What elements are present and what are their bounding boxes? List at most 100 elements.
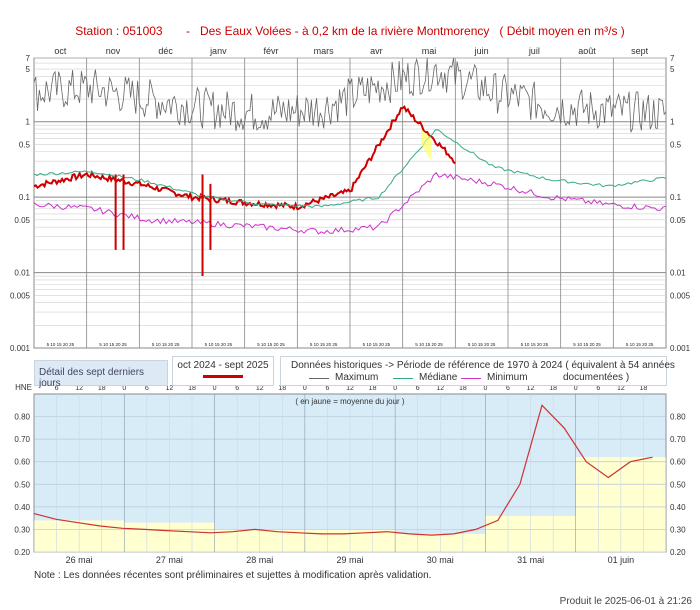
bottom-y-label-right: 0.60 — [670, 458, 686, 467]
hour-tick-label: 12 — [527, 385, 535, 392]
hne-label: HNE — [15, 383, 32, 392]
hour-tick-label: 6 — [55, 385, 59, 392]
hour-tick-label: 0 — [574, 385, 578, 392]
legend-median-swatch — [393, 378, 413, 379]
bottom-y-label-left: 0.70 — [14, 435, 30, 444]
top-day-ticks: 5 10 15 20 25 — [573, 342, 601, 347]
bottom-day-label: 01 juin — [608, 555, 635, 565]
hour-tick-label: 18 — [549, 385, 557, 392]
hour-tick-label: 18 — [278, 385, 286, 392]
top-y-label-right: 0.01 — [670, 269, 686, 278]
bottom-y-label-right: 0.80 — [670, 413, 686, 422]
top-y-label-left: 5 — [26, 65, 31, 74]
top-day-ticks: 5 10 15 20 25 — [310, 342, 338, 347]
series-median — [33, 129, 667, 209]
bottom-y-label-left: 0.30 — [14, 525, 30, 534]
top-month-label: mars — [314, 46, 334, 56]
top-y-label-right: 1 — [670, 118, 675, 127]
series-current — [33, 105, 456, 211]
top-y-label-left: 0.5 — [19, 140, 31, 149]
hour-tick-label: 12 — [436, 385, 444, 392]
top-y-label-left: 0.001 — [10, 344, 31, 353]
top-y-label-right: 0.5 — [670, 140, 682, 149]
bottom-day-label: 27 mai — [156, 555, 183, 565]
bottom-day-label: 31 mai — [517, 555, 544, 565]
legend-detail-box: Détail des sept derniers jours — [34, 360, 168, 389]
legend-documented-label: documentées ) — [563, 372, 630, 383]
bottom-day-label: 30 mai — [427, 555, 454, 565]
hour-tick-label: 18 — [640, 385, 648, 392]
top-day-ticks: 5 10 15 20 25 — [363, 342, 391, 347]
top-y-label-left: 0.01 — [14, 269, 30, 278]
hour-tick-label: 6 — [596, 385, 600, 392]
hour-tick-label: 18 — [459, 385, 467, 392]
legend-period-label: oct 2024 - sept 2025 — [177, 360, 269, 371]
top-month-label: févr — [263, 46, 278, 56]
top-week-highlight — [421, 129, 432, 162]
series-minimum — [33, 172, 667, 235]
bottom-y-label-right: 0.70 — [670, 435, 686, 444]
top-y-label-left: 0.005 — [10, 291, 31, 300]
top-month-label: nov — [106, 46, 121, 56]
top-y-label-right: 0.005 — [670, 291, 691, 300]
bottom-y-label-left: 0.60 — [14, 458, 30, 467]
hour-tick-label: 6 — [325, 385, 329, 392]
top-y-label-right: 7 — [670, 54, 675, 63]
legend-max-label: Maximum — [335, 372, 379, 383]
hour-tick-label: 0 — [393, 385, 397, 392]
top-y-label-right: 5 — [670, 65, 675, 74]
bottom-y-label-left: 0.20 — [14, 548, 30, 557]
top-day-ticks: 5 10 15 20 25 — [47, 342, 75, 347]
top-y-label-left: 0.05 — [14, 216, 30, 225]
top-month-label: sept — [631, 46, 649, 56]
top-day-ticks: 5 10 15 20 25 — [415, 342, 443, 347]
chart-title: Station : 051003 - Des Eaux Volées - à 0… — [75, 24, 625, 38]
legend-detail-label: Détail des sept derniers jours — [39, 367, 145, 389]
hour-tick-label: 0 — [122, 385, 126, 392]
hour-tick-label: 0 — [213, 385, 217, 392]
top-month-label: janv — [209, 46, 227, 56]
hour-tick-label: 18 — [98, 385, 106, 392]
top-day-ticks: 5 10 15 20 25 — [152, 342, 180, 347]
legend-median-label: Médiane — [419, 372, 458, 383]
bottom-y-label-right: 0.30 — [670, 525, 686, 534]
hour-tick-label: 12 — [256, 385, 264, 392]
top-y-label-right: 0.001 — [670, 344, 691, 353]
top-y-label-right: 0.05 — [670, 216, 686, 225]
hour-tick-label: 18 — [188, 385, 196, 392]
bottom-day-label: 26 mai — [66, 555, 93, 565]
top-month-label: mai — [422, 46, 437, 56]
hour-tick-label: 6 — [235, 385, 239, 392]
top-month-label: juin — [474, 46, 489, 56]
series-hourly-flow — [33, 404, 653, 536]
top-month-label: août — [578, 46, 596, 56]
legend-historic-label: Données historiques -> Période de référe… — [291, 360, 675, 371]
top-y-label-right: 0.1 — [670, 193, 682, 202]
hour-tick-label: 12 — [166, 385, 174, 392]
hour-tick-label: 0 — [483, 385, 487, 392]
top-day-ticks: 5 10 15 20 25 — [99, 342, 127, 347]
legend-min-label: Minimum — [487, 372, 528, 383]
top-month-label: déc — [158, 46, 173, 56]
bottom-day-label: 29 mai — [336, 555, 363, 565]
top-month-label: oct — [54, 46, 67, 56]
bottom-y-label-left: 0.40 — [14, 503, 30, 512]
top-month-label: avr — [370, 46, 383, 56]
bottom-y-label-left: 0.80 — [14, 413, 30, 422]
top-y-label-left: 7 — [26, 54, 31, 63]
top-y-label-left: 1 — [26, 118, 31, 127]
top-day-ticks: 5 10 15 20 25 — [626, 342, 654, 347]
series-maximum — [33, 57, 667, 133]
hour-tick-label: 0 — [303, 385, 307, 392]
legend-period-swatch — [203, 375, 243, 378]
top-day-ticks: 5 10 15 20 25 — [257, 342, 285, 347]
bottom-y-label-right: 0.40 — [670, 503, 686, 512]
top-day-ticks: 5 10 15 20 25 — [521, 342, 549, 347]
bottom-y-label-left: 0.50 — [14, 480, 30, 489]
produced-timestamp: Produit le 2025-06-01 à 21:26 — [559, 596, 692, 607]
hour-tick-label: 12 — [346, 385, 354, 392]
footnote: Note : Les données récentes sont prélimi… — [34, 570, 432, 581]
top-day-ticks: 5 10 15 20 25 — [468, 342, 496, 347]
hour-tick-label: 6 — [506, 385, 510, 392]
